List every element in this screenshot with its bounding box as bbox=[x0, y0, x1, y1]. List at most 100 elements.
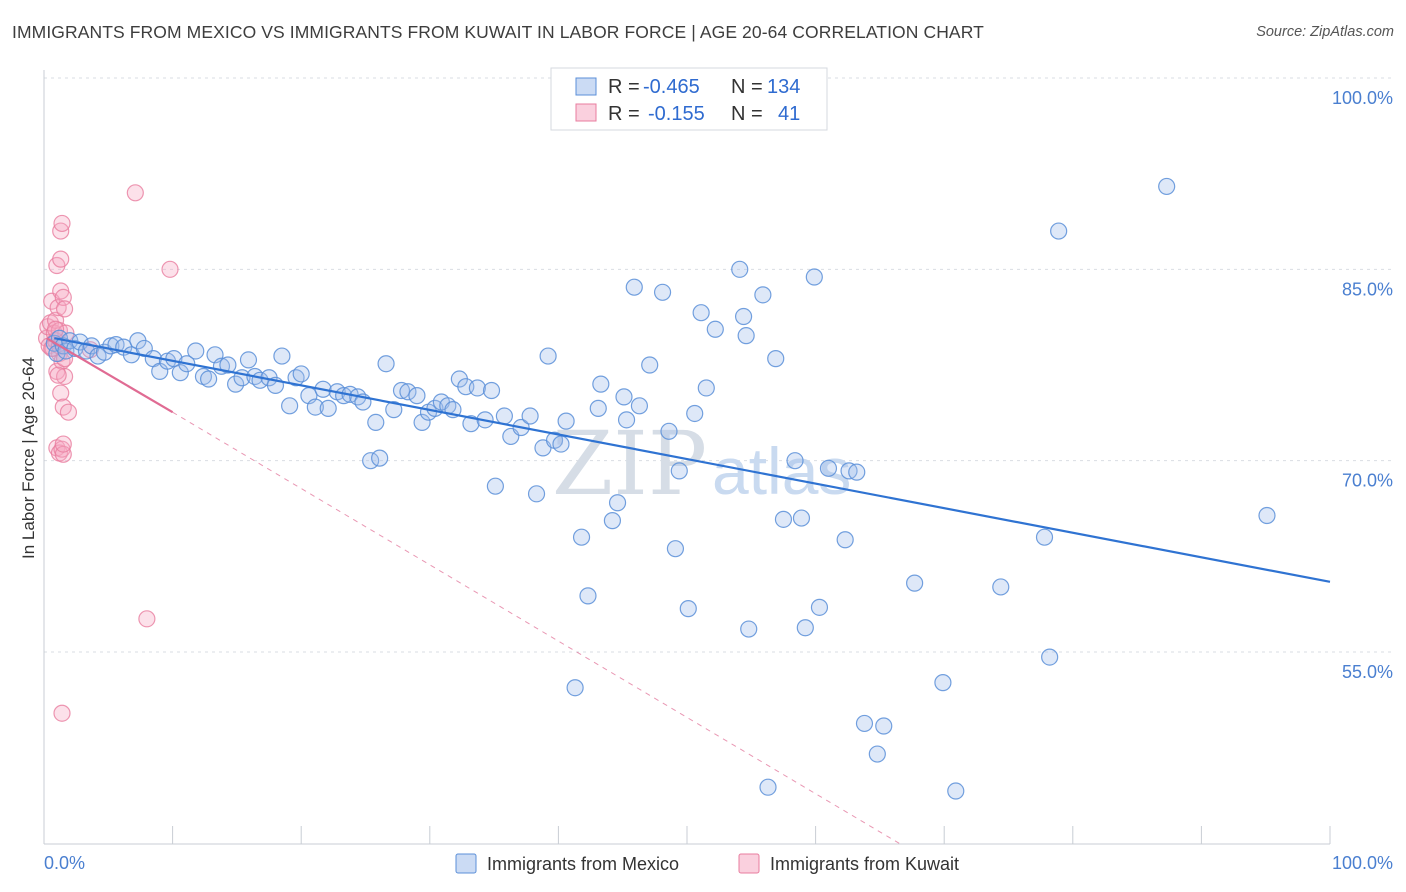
mexico-point bbox=[495, 407, 513, 425]
x-tick-label-max: 100.0% bbox=[1332, 853, 1393, 873]
mexico-point bbox=[377, 355, 395, 373]
kuwait-point bbox=[54, 435, 72, 453]
legend-n-value-kuwait: 41 bbox=[778, 103, 800, 125]
mexico-point bbox=[468, 379, 486, 397]
legend-r-value-kuwait: -0.155 bbox=[648, 103, 705, 125]
mexico-point bbox=[653, 283, 672, 301]
mexico-point bbox=[767, 350, 785, 368]
mexico-point bbox=[371, 449, 389, 467]
mexico-point bbox=[392, 381, 411, 400]
mexico-point bbox=[521, 407, 539, 425]
mexico-point bbox=[875, 717, 893, 735]
mexico-point bbox=[367, 413, 385, 431]
legend-swatch-mexico bbox=[575, 77, 597, 96]
mexico-point bbox=[527, 485, 546, 503]
mexico-point bbox=[934, 674, 952, 692]
mexico-point bbox=[992, 578, 1010, 596]
mexico-point bbox=[660, 422, 678, 440]
mexico-point bbox=[786, 452, 804, 470]
mexico-point bbox=[670, 462, 688, 480]
mexico-point bbox=[486, 477, 504, 495]
mexico-point bbox=[281, 397, 299, 415]
mexico-point bbox=[792, 509, 811, 527]
mexico-point bbox=[666, 540, 685, 558]
mexico-point bbox=[539, 347, 557, 365]
kuwait-trend-extension bbox=[172, 411, 900, 844]
mexico-point bbox=[187, 342, 205, 360]
kuwait-point bbox=[52, 384, 70, 402]
kuwait-point bbox=[49, 366, 67, 384]
mexico-point bbox=[737, 327, 755, 345]
mexico-point bbox=[774, 510, 793, 528]
mexico-point bbox=[641, 356, 659, 374]
legend-n-label-kuwait: N = bbox=[731, 103, 763, 125]
mexico-point bbox=[462, 415, 480, 433]
mexico-point bbox=[273, 347, 291, 365]
y-tick-label: 70.0% bbox=[1342, 471, 1393, 491]
mexico-point bbox=[855, 714, 874, 733]
mexico-point bbox=[810, 598, 829, 616]
trend-lines bbox=[46, 337, 1331, 844]
mexico-point bbox=[1258, 506, 1276, 525]
kuwait-point bbox=[55, 300, 74, 318]
kuwait-point bbox=[54, 398, 72, 416]
mexico-point bbox=[697, 379, 715, 397]
mexico-point bbox=[740, 620, 758, 638]
mexico-point bbox=[219, 356, 237, 374]
mexico-point bbox=[759, 778, 777, 796]
mexico-point bbox=[200, 370, 218, 388]
kuwait-point bbox=[52, 250, 70, 268]
mexico-point bbox=[796, 619, 814, 637]
legend-n-value-mexico: 134 bbox=[767, 76, 800, 98]
kuwait-point bbox=[54, 445, 72, 463]
mexico-point bbox=[615, 388, 633, 406]
mexico-point bbox=[836, 531, 854, 549]
mexico-point bbox=[413, 413, 431, 431]
mexico-trend-line bbox=[54, 337, 1331, 583]
mexico-point bbox=[819, 459, 838, 477]
watermark-atlas: atlas bbox=[712, 434, 851, 508]
mexico-point bbox=[171, 364, 189, 382]
mexico-point bbox=[1035, 528, 1054, 546]
bottom-legend-swatch-mexico bbox=[455, 853, 477, 874]
chart-title: IMMIGRANTS FROM MEXICO VS IMMIGRANTS FRO… bbox=[12, 22, 984, 42]
mexico-point bbox=[306, 398, 324, 416]
mexico-point bbox=[805, 268, 823, 286]
mexico-point bbox=[552, 435, 570, 453]
x-tick-label-min: 0.0% bbox=[44, 853, 85, 873]
mexico-point bbox=[906, 574, 924, 592]
mexico-point bbox=[734, 307, 753, 326]
y-axis-title: In Labor Force | Age 20-64 bbox=[19, 357, 38, 559]
mexico-point bbox=[848, 463, 866, 481]
y-tick-labels: 55.0% 70.0% 85.0% 100.0% bbox=[1332, 88, 1393, 682]
mexico-point bbox=[385, 401, 403, 419]
mexico-point bbox=[617, 411, 636, 429]
mexico-point bbox=[868, 745, 886, 763]
mexico-point bbox=[608, 494, 627, 512]
mexico-point bbox=[679, 600, 697, 618]
mexico-point bbox=[731, 260, 749, 278]
mexico-point bbox=[630, 397, 649, 415]
mexico-point bbox=[292, 365, 310, 383]
y-tick-label: 100.0% bbox=[1332, 88, 1393, 108]
mexico-point bbox=[227, 375, 245, 393]
mexico-point bbox=[754, 286, 772, 304]
mexico-point bbox=[1158, 177, 1176, 196]
mexico-point bbox=[239, 351, 258, 369]
source-label: Source: ZipAtlas.com bbox=[1256, 24, 1394, 40]
kuwait-point bbox=[126, 184, 144, 202]
legend-r-label-kuwait: R = bbox=[608, 103, 640, 125]
kuwait-point bbox=[53, 704, 71, 722]
mexico-point bbox=[589, 399, 607, 417]
mexico-point bbox=[1041, 648, 1059, 666]
kuwait-point bbox=[161, 260, 179, 278]
mexico-point bbox=[706, 320, 724, 338]
mexico-point bbox=[399, 383, 417, 401]
kuwait-point bbox=[46, 311, 65, 329]
kuwait-point bbox=[59, 403, 78, 421]
kuwait-trend-line bbox=[46, 337, 174, 414]
watermark: ZIP atlas bbox=[552, 412, 851, 515]
stats-legend: R = -0.465 N = 134 R = -0.155 N = 41 bbox=[550, 67, 828, 131]
kuwait-point bbox=[55, 367, 74, 386]
